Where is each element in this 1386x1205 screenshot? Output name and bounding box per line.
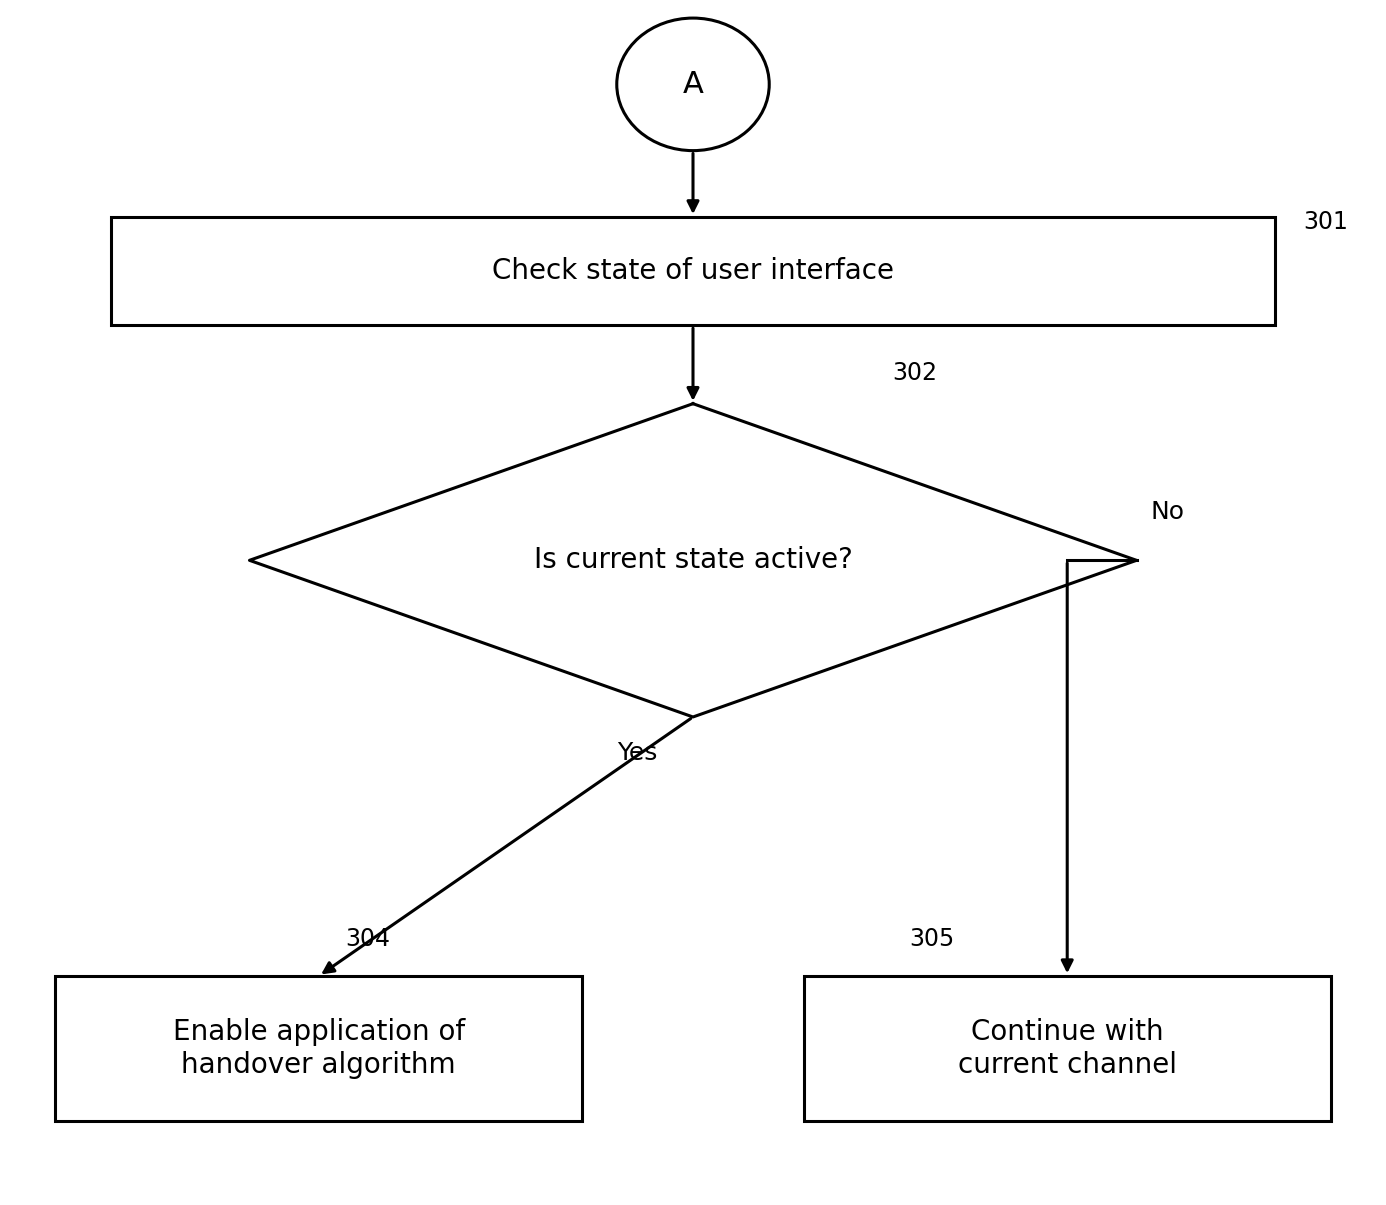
- Text: Check state of user interface: Check state of user interface: [492, 257, 894, 286]
- Text: Yes: Yes: [617, 741, 658, 765]
- Text: 305: 305: [909, 927, 955, 951]
- Text: No: No: [1150, 500, 1185, 524]
- Text: 304: 304: [345, 927, 389, 951]
- Text: Continue with
current channel: Continue with current channel: [958, 1018, 1177, 1078]
- FancyBboxPatch shape: [804, 976, 1331, 1121]
- FancyBboxPatch shape: [55, 976, 582, 1121]
- Text: 302: 302: [893, 360, 937, 384]
- Text: 301: 301: [1303, 210, 1347, 234]
- FancyBboxPatch shape: [111, 217, 1275, 325]
- Text: Enable application of
handover algorithm: Enable application of handover algorithm: [173, 1018, 464, 1078]
- Text: A: A: [682, 70, 704, 99]
- Text: Is current state active?: Is current state active?: [534, 546, 852, 575]
